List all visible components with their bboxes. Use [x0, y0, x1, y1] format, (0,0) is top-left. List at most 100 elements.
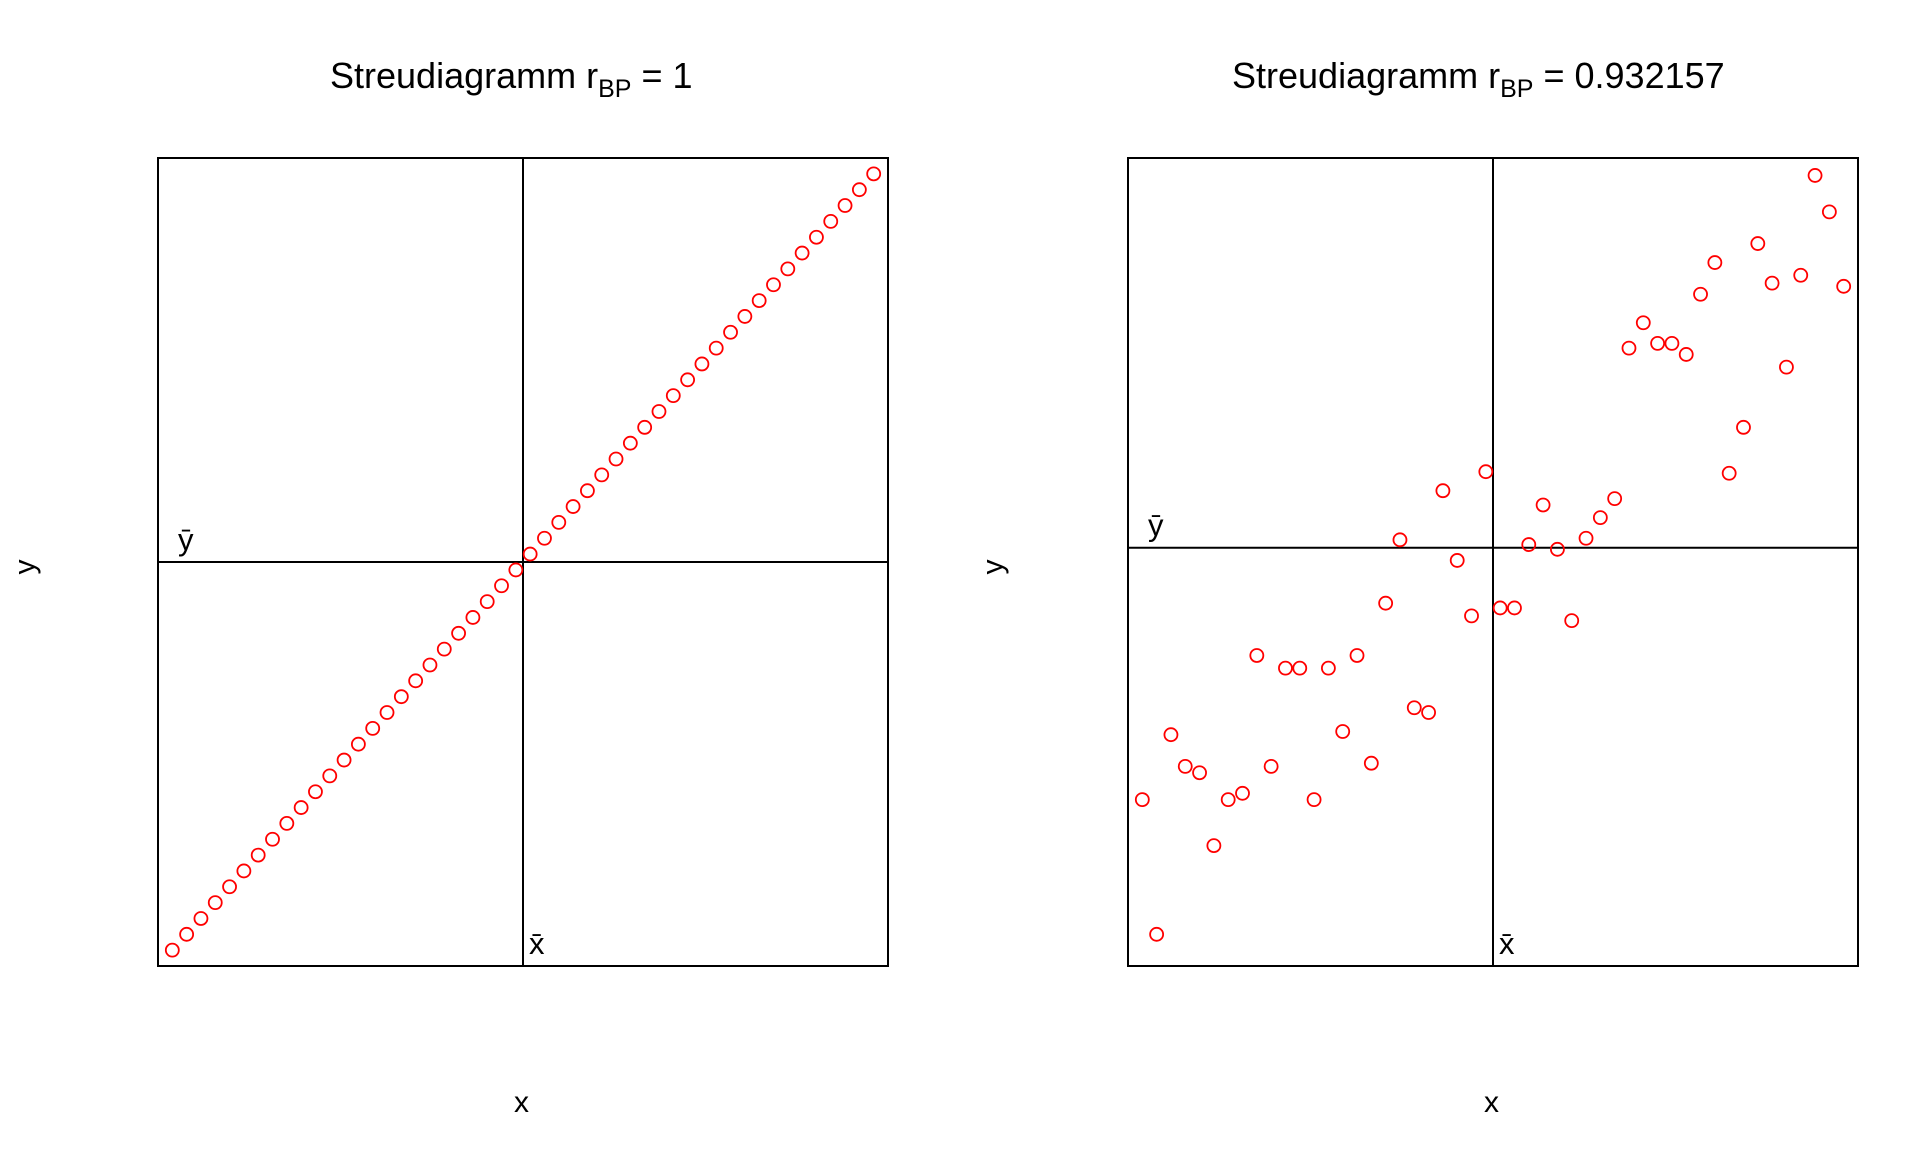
chart1-data-point: [279, 816, 295, 831]
chart1-data-point: [379, 705, 395, 720]
chart1-data-point: [250, 847, 266, 863]
chart1-data-point: [851, 182, 867, 198]
chart2-r-value: = 0.932157: [1533, 55, 1725, 96]
chart1-data-point: [708, 340, 724, 356]
chart1-data-point: [222, 879, 237, 895]
chart2-data-point: [1235, 785, 1250, 801]
chart1-data-point: [723, 324, 738, 340]
chart2-data-point: [1678, 347, 1694, 362]
chart2-data-point: [1406, 700, 1422, 716]
chart1-data-point: [537, 530, 552, 546]
chart1-data-point: [322, 768, 338, 784]
chart2-y-mean-label: ȳ: [1148, 508, 1164, 543]
chart2-title-text: Streudiagramm: [1232, 55, 1479, 96]
chart2-data-point: [1664, 335, 1680, 351]
chart1-data-point: [594, 467, 610, 483]
chart2-data-point: [1134, 792, 1150, 808]
chart2-data-point: [1249, 648, 1265, 663]
chart1-data-point: [451, 625, 466, 641]
chart1-title-text: Streudiagramm: [330, 55, 577, 96]
chart1-data-point: [236, 863, 252, 879]
chart2-data-point: [1163, 727, 1179, 743]
chart2-data-point: [1550, 541, 1565, 557]
chart1-data-point: [565, 499, 581, 514]
chart2-title: Streudiagramm rBP = 0.932157: [1232, 58, 1725, 102]
chart2-data-point: [1821, 204, 1837, 220]
chart1-data-point: [866, 166, 882, 182]
chart2-data-point: [1693, 286, 1708, 302]
chart1-data-point: [794, 245, 810, 261]
chart2-data-point: [1320, 660, 1336, 676]
chart1-x-mean-label: x̄: [529, 926, 545, 961]
chart1-r-subscript: BP: [598, 74, 632, 103]
chart2-data-point: [1635, 315, 1651, 331]
chart2-x-mean-label: x̄: [1499, 926, 1515, 961]
chart1-data-point: [465, 610, 481, 625]
chart2-data-point: [1736, 419, 1751, 435]
chart1-data-point: [737, 309, 753, 324]
chart1-data-point: [393, 689, 409, 705]
chart1-title: Streudiagramm rBP = 1: [330, 58, 693, 102]
chart1-data-point: [823, 213, 839, 229]
chart1-data-point: [637, 419, 653, 435]
chart1-data-point: [193, 911, 209, 926]
chart2-data-point: [1607, 491, 1623, 507]
chart1-r-value: = 1: [631, 55, 693, 96]
chart1-data-point: [508, 562, 524, 578]
chart1-r-symbol: r: [586, 55, 599, 96]
chart1-data-point: [207, 895, 223, 911]
chart2-data-point: [1335, 724, 1351, 739]
chart2-data-point: [1306, 792, 1322, 808]
chart1-data-point: [265, 831, 280, 847]
chart2-data-point: [1779, 359, 1794, 375]
chart2-data-point: [1807, 168, 1823, 183]
chart2-data-point: [1592, 510, 1608, 526]
chart1-data-point: [608, 451, 624, 467]
chart2-data-point: [1836, 278, 1852, 294]
chart2-data-point: [1535, 497, 1551, 513]
chart1-data-point: [494, 578, 509, 594]
chart1-data-point: [522, 546, 538, 562]
chart2-data-point: [1435, 483, 1451, 499]
chart2-data-point: [1392, 532, 1408, 548]
chart2-data-point: [1192, 765, 1207, 781]
chart1-data-point: [780, 261, 796, 277]
chart1-data-point: [336, 752, 352, 768]
chart2-data-point: [1263, 758, 1279, 774]
chart1-data-point: [179, 926, 195, 942]
chart1-y-mean-label: ȳ: [178, 522, 194, 557]
chart2-data-point: [1492, 600, 1508, 616]
chart1-data-point: [651, 404, 667, 419]
chart2-data-point: [1750, 236, 1766, 251]
chart2-data-point: [1292, 660, 1308, 676]
chart2-data-point: [1363, 755, 1379, 771]
chart2-data-point: [1521, 537, 1537, 552]
chart1-data-point: [164, 942, 180, 958]
chart2-data-point: [1793, 267, 1809, 283]
chart2-data-point: [1621, 340, 1637, 356]
chart1-data-point: [479, 594, 495, 610]
chart1-data-point: [809, 229, 824, 245]
chart1-data-point: [766, 277, 781, 293]
chart2-data-point: [1149, 926, 1165, 942]
chart1-data-point: [680, 372, 696, 388]
chart1-data-point: [580, 483, 595, 499]
chart2-data-point: [1764, 275, 1780, 291]
chart2-data-point: [1650, 335, 1666, 351]
chart2-data-point: [1707, 255, 1723, 270]
chart2-data-point: [1721, 465, 1737, 481]
chart1-data-point: [436, 641, 452, 657]
chart2-data-point: [1220, 792, 1236, 808]
chart2-data-point: [1578, 530, 1594, 546]
chart2-data-point: [1378, 595, 1394, 611]
chart2-data-point: [1349, 648, 1365, 663]
chart1-data-point: [751, 293, 767, 308]
chart2-data-point: [1206, 838, 1222, 853]
chart1-data-point: [365, 720, 381, 736]
chart2-data-point: [1449, 553, 1465, 568]
chart2-data-point: [1507, 600, 1522, 616]
chart1-data-point: [551, 514, 567, 530]
chart1-data-point: [308, 784, 323, 800]
chart2-data-point: [1478, 464, 1494, 480]
